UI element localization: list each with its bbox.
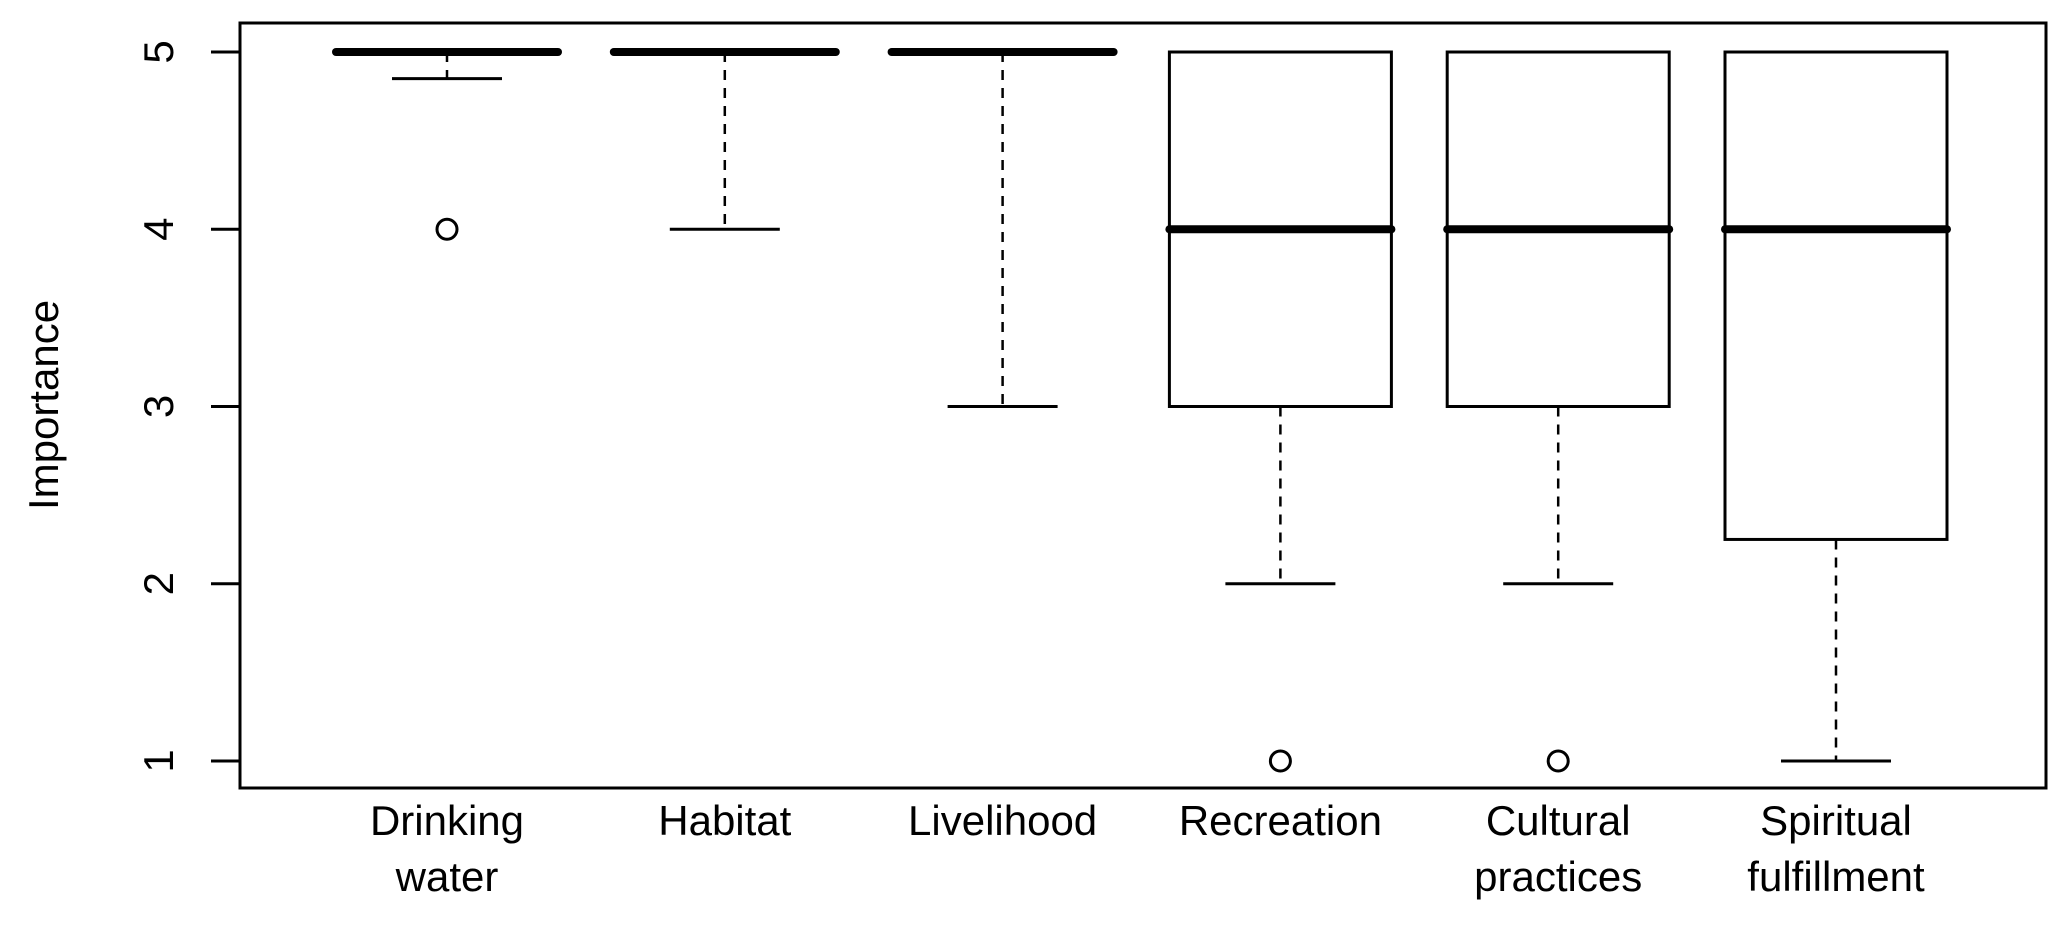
boxes [332, 48, 1951, 773]
x-tick-label: Recreation [1179, 797, 1382, 844]
x-tick-label: fulfillment [1747, 853, 1925, 900]
x-axis-labels: Drinking water Habitat Livelihood Recreation… [370, 797, 1925, 900]
outlier-point [435, 217, 459, 241]
y-tick-label: 1 [135, 749, 182, 772]
y-tick-label: 2 [135, 572, 182, 595]
outlier-point [1546, 749, 1570, 773]
box-iqr [1723, 50, 1949, 541]
x-tick-label: Cultural [1486, 797, 1631, 844]
x-tick-label: water [395, 853, 499, 900]
box-recreation [1165, 50, 1396, 773]
x-tick-label: practices [1474, 853, 1642, 900]
y-axis: 1 2 3 4 5 [135, 40, 242, 773]
box-cultural-practices [1443, 50, 1674, 773]
box-habitat [609, 48, 840, 231]
x-tick-label: Spiritual [1760, 797, 1912, 844]
x-tick-label: Habitat [658, 797, 791, 844]
x-tick-label: Drinking [370, 797, 524, 844]
y-axis-label: Importance [20, 300, 67, 510]
y-tick-label: 3 [135, 395, 182, 418]
x-tick-label: Livelihood [908, 797, 1097, 844]
box-livelihood [887, 48, 1118, 408]
outlier-point [1268, 749, 1292, 773]
plot-frame [238, 21, 2048, 790]
box-drinking-water [332, 48, 562, 241]
y-tick-label: 5 [135, 40, 182, 63]
box-spiritual-fulfillment [1721, 50, 1951, 763]
y-tick-label: 4 [135, 218, 182, 241]
